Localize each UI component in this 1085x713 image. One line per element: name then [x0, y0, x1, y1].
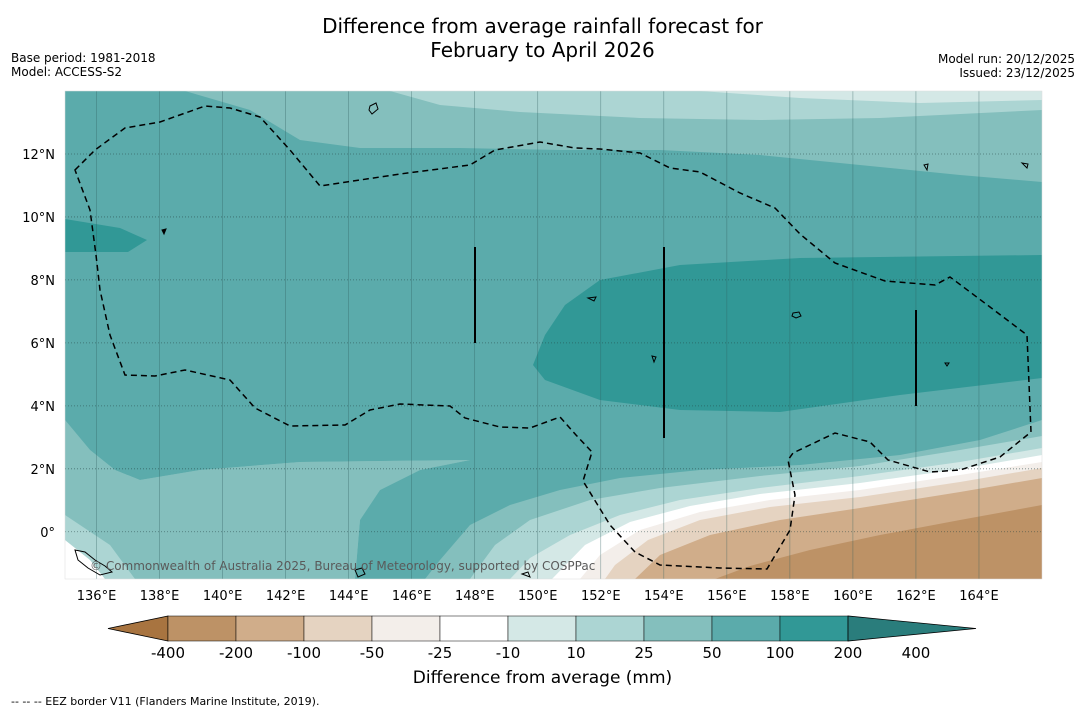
island-guam — [368, 102, 379, 115]
band-200-400-east — [533, 255, 1042, 412]
lat-tick-label: 10°N — [22, 211, 55, 226]
band-10-25-north — [700, 91, 1042, 103]
title-line-2: February to April 2026 — [430, 38, 655, 62]
lon-tick-label: 154°E — [644, 589, 684, 604]
latitude-tick-labels: 12°N 10°N 8°N 6°N 4°N 2°N 0° — [22, 148, 55, 541]
lon-tick-label: 146°E — [392, 589, 432, 604]
colorbar-tick-label: -10 — [496, 644, 521, 662]
island-new-guinea-coast — [74, 549, 114, 576]
colorbar-tick-label: 10 — [566, 644, 585, 662]
colorbar-tick-label: -25 — [428, 644, 453, 662]
colorbar-swatch — [371, 615, 441, 642]
lon-tick-label: 144°E — [329, 589, 369, 604]
colorbar-swatch — [779, 615, 849, 642]
base-period: Base period: 1981-2018 — [11, 51, 156, 65]
colorbar-extend-low — [107, 615, 169, 642]
colorbar-title: Difference from average (mm) — [412, 668, 673, 688]
longitude-tick-labels: 136°E 138°E 140°E 142°E 144°E 146°E 148°E 150°E… — [77, 589, 999, 604]
title-line-1: Difference from average rainfall forecas… — [322, 14, 763, 38]
lat-tick-label: 2°N — [31, 463, 56, 478]
island-manus — [354, 567, 366, 578]
colorbar-swatch — [643, 615, 713, 642]
colorbar-swatch — [235, 615, 305, 642]
lon-tick-label: 142°E — [266, 589, 306, 604]
lon-tick-label: 152°E — [581, 589, 621, 604]
band-50-100-sw — [65, 420, 470, 579]
lat-tick-label: 8°N — [31, 274, 56, 289]
lon-tick-label: 148°E — [455, 589, 495, 604]
colorbar-tick-label: 400 — [902, 644, 931, 662]
lon-tick-label: 162°E — [896, 589, 936, 604]
lon-tick-label: 150°E — [518, 589, 558, 604]
colorbar-swatch — [711, 615, 781, 642]
lat-tick-label: 6°N — [31, 337, 56, 352]
lon-tick-label: 156°E — [707, 589, 747, 604]
colorbar-tick-label: -200 — [219, 644, 253, 662]
island-new-ireland — [520, 571, 531, 578]
issued-date: Issued: 23/12/2025 — [959, 66, 1075, 80]
map-frame — [64, 90, 1043, 580]
colorbar-tick-label: 200 — [834, 644, 863, 662]
map-title: Difference from average rainfall forecas… — [0, 14, 1085, 62]
islands — [74, 102, 1029, 578]
lon-tick-label: 140°E — [203, 589, 243, 604]
colorbar-swatch — [303, 615, 373, 642]
lon-tick-label: 136°E — [77, 589, 117, 604]
lat-tick-label: 4°N — [31, 400, 56, 415]
band-200-400-west — [65, 219, 147, 252]
island-bikini — [1020, 162, 1029, 169]
colorbar-tick-label: -50 — [360, 644, 385, 662]
meta-right: Model run: 20/12/2025 Issued: 23/12/2025 — [938, 52, 1075, 80]
island-pohnpei — [791, 311, 802, 319]
lat-tick-label: 12°N — [22, 148, 55, 163]
model-name: Model: ACCESS-S2 — [11, 65, 123, 79]
colorbar: -400 -200 -100 -50 -25 -10 10 25 50 100 200 400 — [107, 615, 977, 662]
island-chuuk — [586, 296, 597, 302]
colorbar-swatch — [439, 615, 509, 642]
eez-border — [74, 105, 1032, 570]
colorbar-tick-label: 100 — [766, 644, 795, 662]
colorbar-swatch — [167, 615, 237, 642]
gridlines — [65, 91, 1042, 579]
copyright-notice: © Commonwealth of Australia 2025, Bureau… — [90, 559, 596, 573]
lon-tick-label: 138°E — [140, 589, 180, 604]
island-mortlocks — [651, 355, 657, 364]
island-enewetak — [923, 163, 929, 172]
lon-tick-label: 160°E — [833, 589, 873, 604]
colorbar-swatch — [507, 615, 577, 642]
colorbar-extend-high — [847, 615, 977, 642]
island-ngulu — [161, 228, 167, 236]
eez-footnote: -- -- -- EEZ border V11 (Flanders Marine… — [11, 695, 320, 708]
lon-tick-label: 164°E — [959, 589, 999, 604]
colorbar-tick-label: 25 — [634, 644, 653, 662]
colorbar-tick-label: -100 — [287, 644, 321, 662]
colorbar-swatch — [575, 615, 645, 642]
band-neg-100-200 — [715, 505, 1042, 579]
meta-left: Base period: 1981-2018 Model: ACCESS-S2 — [11, 51, 156, 79]
colorbar-tick-label: -400 — [151, 644, 185, 662]
colorbar-tick-label: 50 — [702, 644, 721, 662]
island-kosrae — [944, 362, 950, 367]
lat-tick-label: 0° — [40, 526, 55, 541]
lon-tick-label: 158°E — [770, 589, 810, 604]
rainfall-field — [65, 91, 1042, 579]
marker-lines — [474, 247, 917, 438]
model-run: Model run: 20/12/2025 — [937, 52, 1075, 66]
